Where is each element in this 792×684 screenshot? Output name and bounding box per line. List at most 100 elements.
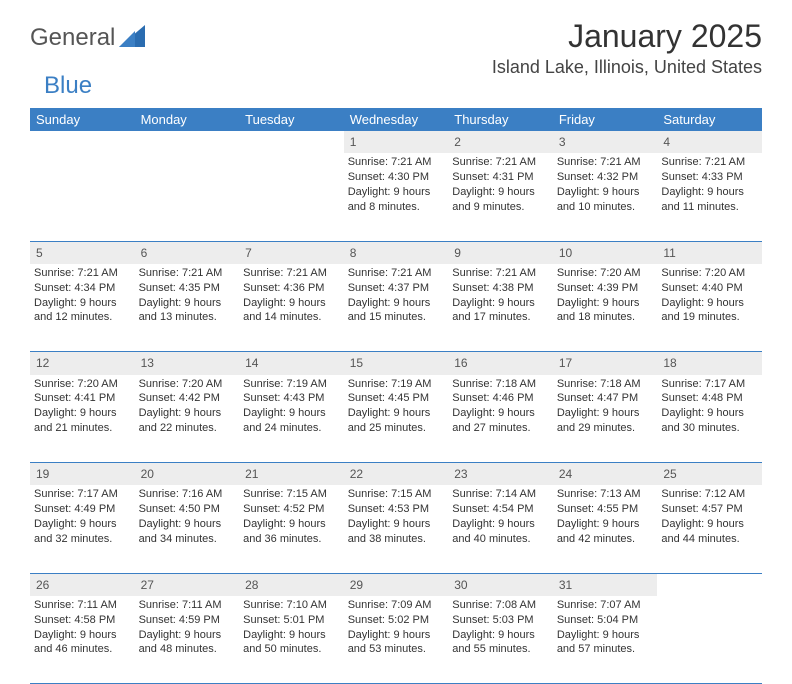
daylight-text-1: Daylight: 9 hours bbox=[661, 296, 758, 311]
calendar-table: Sunday Monday Tuesday Wednesday Thursday… bbox=[30, 108, 762, 684]
day-number bbox=[30, 131, 135, 153]
sunset-text: Sunset: 4:41 PM bbox=[34, 391, 131, 406]
daylight-text-1: Daylight: 9 hours bbox=[348, 517, 445, 532]
day-cell: Sunrise: 7:21 AMSunset: 4:32 PMDaylight:… bbox=[553, 153, 658, 241]
sunrise-text: Sunrise: 7:14 AM bbox=[452, 487, 549, 502]
day-number: 9 bbox=[448, 241, 553, 264]
day-number: 1 bbox=[344, 131, 449, 153]
daylight-text-2: and 44 minutes. bbox=[661, 532, 758, 547]
day-cell: Sunrise: 7:20 AMSunset: 4:40 PMDaylight:… bbox=[657, 264, 762, 352]
sunset-text: Sunset: 4:50 PM bbox=[139, 502, 236, 517]
location-label: Island Lake, Illinois, United States bbox=[492, 57, 762, 78]
day-number: 22 bbox=[344, 463, 449, 486]
daylight-text-1: Daylight: 9 hours bbox=[243, 628, 340, 643]
daylight-text-1: Daylight: 9 hours bbox=[34, 406, 131, 421]
day-cell: Sunrise: 7:07 AMSunset: 5:04 PMDaylight:… bbox=[553, 596, 658, 684]
day-cell: Sunrise: 7:14 AMSunset: 4:54 PMDaylight:… bbox=[448, 485, 553, 573]
day-cell: Sunrise: 7:10 AMSunset: 5:01 PMDaylight:… bbox=[239, 596, 344, 684]
daylight-text-2: and 48 minutes. bbox=[139, 642, 236, 657]
logo-text-blue: Blue bbox=[44, 72, 92, 100]
sunrise-text: Sunrise: 7:15 AM bbox=[243, 487, 340, 502]
sunrise-text: Sunrise: 7:20 AM bbox=[139, 377, 236, 392]
daylight-text-2: and 25 minutes. bbox=[348, 421, 445, 436]
daylight-text-1: Daylight: 9 hours bbox=[139, 628, 236, 643]
day-cell: Sunrise: 7:21 AMSunset: 4:31 PMDaylight:… bbox=[448, 153, 553, 241]
daylight-text-2: and 15 minutes. bbox=[348, 310, 445, 325]
day-number: 23 bbox=[448, 463, 553, 486]
daylight-text-2: and 27 minutes. bbox=[452, 421, 549, 436]
daylight-text-2: and 46 minutes. bbox=[34, 642, 131, 657]
sunrise-text: Sunrise: 7:18 AM bbox=[557, 377, 654, 392]
week-content-row: Sunrise: 7:21 AMSunset: 4:34 PMDaylight:… bbox=[30, 264, 762, 352]
day-cell: Sunrise: 7:11 AMSunset: 4:58 PMDaylight:… bbox=[30, 596, 135, 684]
day-number: 25 bbox=[657, 463, 762, 486]
day-number: 12 bbox=[30, 352, 135, 375]
day-number: 2 bbox=[448, 131, 553, 153]
daylight-text-2: and 29 minutes. bbox=[557, 421, 654, 436]
sunset-text: Sunset: 4:30 PM bbox=[348, 170, 445, 185]
day-number: 15 bbox=[344, 352, 449, 375]
sunset-text: Sunset: 4:57 PM bbox=[661, 502, 758, 517]
day-number: 17 bbox=[553, 352, 658, 375]
daylight-text-2: and 34 minutes. bbox=[139, 532, 236, 547]
sunset-text: Sunset: 4:34 PM bbox=[34, 281, 131, 296]
day-number: 3 bbox=[553, 131, 658, 153]
sunset-text: Sunset: 4:32 PM bbox=[557, 170, 654, 185]
sunset-text: Sunset: 4:40 PM bbox=[661, 281, 758, 296]
sunrise-text: Sunrise: 7:12 AM bbox=[661, 487, 758, 502]
day-cell: Sunrise: 7:08 AMSunset: 5:03 PMDaylight:… bbox=[448, 596, 553, 684]
sunrise-text: Sunrise: 7:10 AM bbox=[243, 598, 340, 613]
day-cell: Sunrise: 7:19 AMSunset: 4:45 PMDaylight:… bbox=[344, 375, 449, 463]
sunrise-text: Sunrise: 7:21 AM bbox=[452, 155, 549, 170]
week-content-row: Sunrise: 7:17 AMSunset: 4:49 PMDaylight:… bbox=[30, 485, 762, 573]
day-cell: Sunrise: 7:20 AMSunset: 4:39 PMDaylight:… bbox=[553, 264, 658, 352]
daylight-text-2: and 30 minutes. bbox=[661, 421, 758, 436]
daylight-text-1: Daylight: 9 hours bbox=[348, 185, 445, 200]
daylight-text-2: and 17 minutes. bbox=[452, 310, 549, 325]
day-cell: Sunrise: 7:18 AMSunset: 4:46 PMDaylight:… bbox=[448, 375, 553, 463]
day-number: 16 bbox=[448, 352, 553, 375]
sunset-text: Sunset: 4:48 PM bbox=[661, 391, 758, 406]
day-cell: Sunrise: 7:12 AMSunset: 4:57 PMDaylight:… bbox=[657, 485, 762, 573]
day-cell bbox=[657, 596, 762, 684]
sunrise-text: Sunrise: 7:21 AM bbox=[34, 266, 131, 281]
daylight-text-1: Daylight: 9 hours bbox=[661, 406, 758, 421]
sunrise-text: Sunrise: 7:19 AM bbox=[348, 377, 445, 392]
day-cell: Sunrise: 7:15 AMSunset: 4:52 PMDaylight:… bbox=[239, 485, 344, 573]
day-number: 4 bbox=[657, 131, 762, 153]
daylight-text-1: Daylight: 9 hours bbox=[348, 296, 445, 311]
daylight-text-1: Daylight: 9 hours bbox=[34, 628, 131, 643]
daylight-text-1: Daylight: 9 hours bbox=[557, 406, 654, 421]
day-cell: Sunrise: 7:21 AMSunset: 4:37 PMDaylight:… bbox=[344, 264, 449, 352]
daylight-text-1: Daylight: 9 hours bbox=[348, 406, 445, 421]
daynum-row: 19202122232425 bbox=[30, 463, 762, 486]
daylight-text-1: Daylight: 9 hours bbox=[139, 406, 236, 421]
day-cell: Sunrise: 7:11 AMSunset: 4:59 PMDaylight:… bbox=[135, 596, 240, 684]
day-number: 24 bbox=[553, 463, 658, 486]
daylight-text-1: Daylight: 9 hours bbox=[452, 185, 549, 200]
day-number: 21 bbox=[239, 463, 344, 486]
day-number: 31 bbox=[553, 573, 658, 596]
daylight-text-1: Daylight: 9 hours bbox=[348, 628, 445, 643]
daylight-text-2: and 38 minutes. bbox=[348, 532, 445, 547]
sunset-text: Sunset: 5:02 PM bbox=[348, 613, 445, 628]
day-number: 28 bbox=[239, 573, 344, 596]
col-friday: Friday bbox=[553, 108, 658, 131]
daylight-text-2: and 18 minutes. bbox=[557, 310, 654, 325]
daylight-text-2: and 24 minutes. bbox=[243, 421, 340, 436]
daynum-row: 12131415161718 bbox=[30, 352, 762, 375]
sunrise-text: Sunrise: 7:11 AM bbox=[34, 598, 131, 613]
day-number: 30 bbox=[448, 573, 553, 596]
sunrise-text: Sunrise: 7:13 AM bbox=[557, 487, 654, 502]
daylight-text-1: Daylight: 9 hours bbox=[557, 628, 654, 643]
daylight-text-2: and 19 minutes. bbox=[661, 310, 758, 325]
daylight-text-1: Daylight: 9 hours bbox=[452, 517, 549, 532]
sunrise-text: Sunrise: 7:20 AM bbox=[661, 266, 758, 281]
day-cell: Sunrise: 7:21 AMSunset: 4:30 PMDaylight:… bbox=[344, 153, 449, 241]
sunrise-text: Sunrise: 7:21 AM bbox=[139, 266, 236, 281]
day-number: 14 bbox=[239, 352, 344, 375]
sunset-text: Sunset: 4:55 PM bbox=[557, 502, 654, 517]
day-cell: Sunrise: 7:16 AMSunset: 4:50 PMDaylight:… bbox=[135, 485, 240, 573]
sunset-text: Sunset: 4:59 PM bbox=[139, 613, 236, 628]
month-title: January 2025 bbox=[492, 18, 762, 55]
